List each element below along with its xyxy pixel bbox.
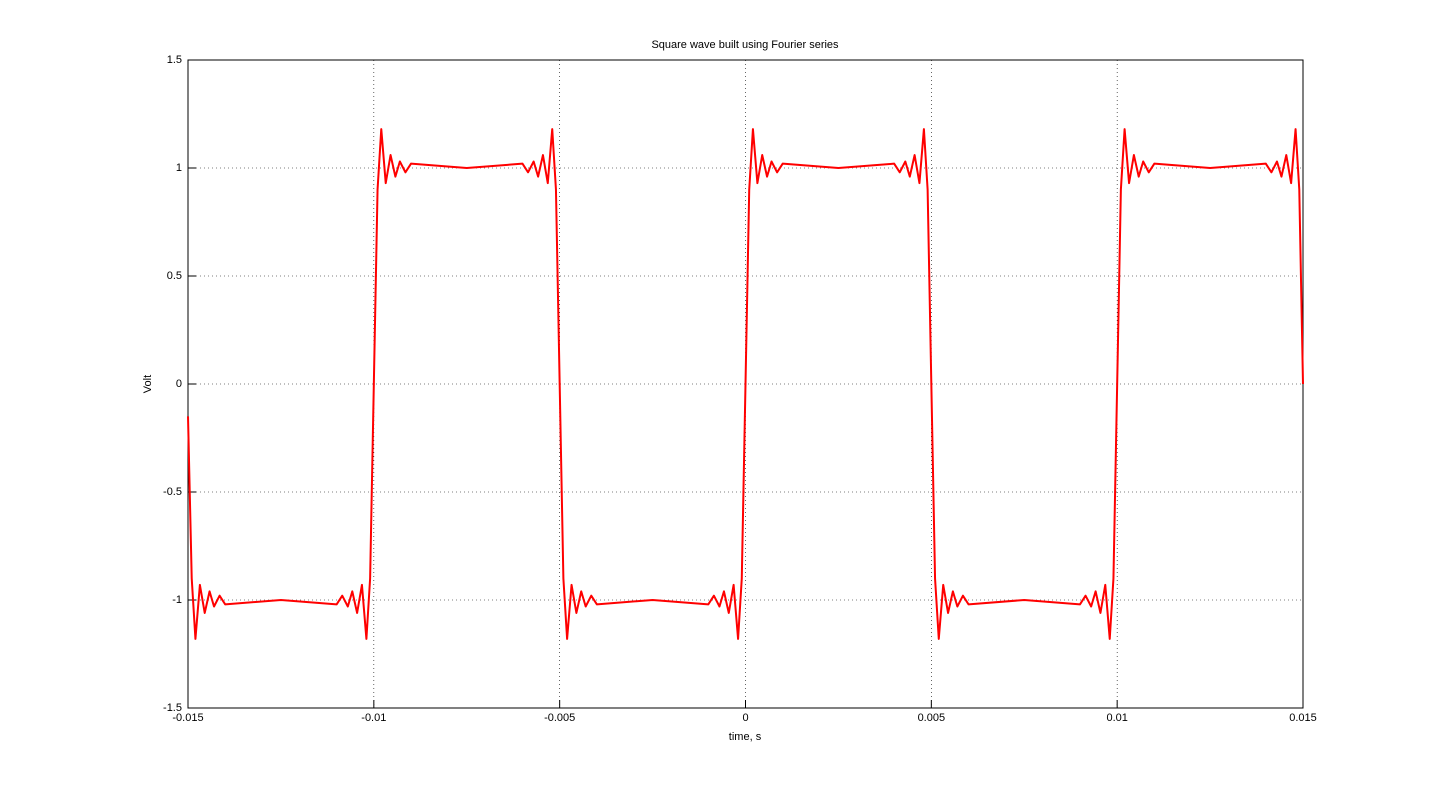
y-tick-label: 1 [176, 162, 182, 174]
y-tick-label: 0 [176, 378, 182, 390]
x-axis-label: time, s [729, 731, 762, 743]
x-tick-label: -0.005 [544, 712, 575, 724]
y-tick-label: 0.5 [167, 270, 182, 282]
y-tick-label: -1.5 [163, 702, 182, 714]
x-tick-label: 0.015 [1289, 712, 1317, 724]
chart-title: Square wave built using Fourier series [651, 39, 839, 51]
x-tick-label: 0 [742, 712, 748, 724]
y-tick-label: -1 [172, 594, 182, 606]
y-tick-label: 1.5 [167, 54, 182, 66]
x-tick-label: -0.015 [172, 712, 203, 724]
y-axis-label: Volt [142, 375, 154, 393]
x-tick-label: 0.005 [918, 712, 946, 724]
series-line [187, 128, 1304, 640]
x-tick-label: -0.01 [361, 712, 386, 724]
x-tick-label: 0.01 [1106, 712, 1127, 724]
y-tick-label: -0.5 [163, 486, 182, 498]
